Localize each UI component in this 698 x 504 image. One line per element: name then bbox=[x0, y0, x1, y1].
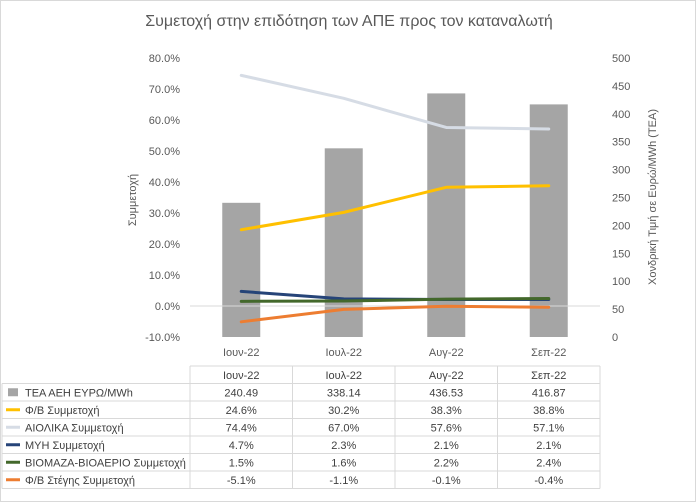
table-value-cell: 1.5% bbox=[229, 457, 254, 469]
x-tick-label: Ιουν-22 bbox=[223, 347, 260, 359]
y-right-tick-label: 200 bbox=[612, 220, 630, 232]
table-value-cell: -0.1% bbox=[432, 475, 461, 487]
table-header-cell: Σεπ-22 bbox=[531, 370, 566, 382]
y-left-tick-label: 60.0% bbox=[149, 115, 180, 127]
series-line bbox=[239, 304, 551, 324]
table-series-name: ΒΙΟΜΑΖΑ-ΒΙΟΑΕΡΙΟ Συμμετοχή bbox=[25, 457, 186, 469]
table-series-name: ΜΥΗ Συμμετοχή bbox=[25, 440, 105, 452]
table-series-name: ΤΕΑ ΑΕΗ ΕΥΡΩ/MWh bbox=[25, 387, 133, 399]
y-right-tick-label: 350 bbox=[612, 137, 630, 149]
series-line bbox=[239, 297, 551, 303]
y-left-tick-label: 40.0% bbox=[149, 177, 180, 189]
table-value-cell: 38.8% bbox=[533, 405, 564, 417]
series-line bbox=[239, 184, 551, 232]
table-series-name: Φ/Β Συμμετοχή bbox=[25, 405, 100, 417]
bar bbox=[529, 104, 568, 338]
table-value-cell: 338.14 bbox=[327, 387, 361, 399]
chart-title: Συμετοχή στην επιδότηση των ΑΠΕ προς τον… bbox=[145, 13, 553, 30]
table-value-cell: 240.49 bbox=[224, 387, 258, 399]
table-value-cell: -1.1% bbox=[329, 475, 358, 487]
table-series-name: Φ/Β Στέγης Συμμετοχή bbox=[25, 475, 135, 487]
bar bbox=[427, 93, 466, 337]
table-value-cell: -0.4% bbox=[534, 475, 563, 487]
x-tick-label: Σεπ-22 bbox=[531, 347, 566, 359]
plot-area: -10.0% 0.0% 10.0% 20.0% 30.0% 40.0% 50.0% 60.0%… bbox=[145, 53, 630, 359]
table-value-cell: 57.1% bbox=[533, 422, 564, 434]
y-left-tick-label: 10.0% bbox=[149, 270, 180, 282]
y-axis-left-title: Συμμετοχή bbox=[127, 174, 139, 226]
table-value-cell: 416.87 bbox=[532, 387, 566, 399]
table-header-cell: Ιουλ-22 bbox=[325, 370, 362, 382]
x-tick-label: Ιουλ-22 bbox=[325, 347, 362, 359]
y-right-tick-label: 250 bbox=[612, 193, 630, 205]
table-value-cell: 436.53 bbox=[429, 387, 463, 399]
table-value-cell: 2.2% bbox=[434, 457, 459, 469]
table-value-cell: 1.6% bbox=[331, 457, 356, 469]
y-right-tick-label: 300 bbox=[612, 165, 630, 177]
y-left-tick-label: 30.0% bbox=[149, 208, 180, 220]
table-value-cell: 38.3% bbox=[431, 405, 462, 417]
y-axis-right-title: Χονδρική Τιμή σε Ευρώ/MWh (ΤΕΑ) bbox=[647, 109, 659, 285]
table-value-cell: 2.1% bbox=[434, 440, 459, 452]
table-series-name: ΑΙΟΛΙΚΑ Συμμετοχή bbox=[25, 422, 124, 434]
data-table: Ιουν-22 Ιουλ-22 Αυγ-22 Σεπ-22 ΤΕΑ ΑΕΗ ΕΥΡΩ/M… bbox=[1, 365, 601, 489]
table-value-cell: 67.0% bbox=[328, 422, 359, 434]
table-value-cell: 2.1% bbox=[536, 440, 561, 452]
x-tick-label: Αυγ-22 bbox=[429, 347, 464, 359]
table-value-cell: 2.4% bbox=[536, 457, 561, 469]
legend-key-bar bbox=[8, 388, 18, 397]
bar bbox=[222, 202, 261, 337]
table-value-cell: -5.1% bbox=[227, 475, 256, 487]
y-right-tick-label: 50 bbox=[612, 304, 624, 316]
y-left-tick-label: 80.0% bbox=[149, 53, 180, 65]
y-right-tick-label: 500 bbox=[612, 53, 630, 65]
table-value-cell: 30.2% bbox=[328, 405, 359, 417]
series-line bbox=[239, 73, 551, 131]
y-right-tick-label: 400 bbox=[612, 109, 630, 121]
y-right-tick-label: 100 bbox=[612, 276, 630, 288]
table-value-cell: 24.6% bbox=[226, 405, 257, 417]
table-value-cell: 4.7% bbox=[229, 440, 254, 452]
table-value-cell: 74.4% bbox=[226, 422, 257, 434]
y-right-tick-label: 450 bbox=[612, 81, 630, 93]
table-header-cell: Αυγ-22 bbox=[429, 370, 464, 382]
y-right-tick-label: 0 bbox=[612, 332, 618, 344]
table-value-cell: 57.6% bbox=[431, 422, 462, 434]
y-left-tick-label: 0.0% bbox=[155, 301, 180, 313]
y-left-tick-label: 50.0% bbox=[149, 146, 180, 158]
table-value-cell: 2.3% bbox=[331, 440, 356, 452]
y-left-tick-label: -10.0% bbox=[145, 332, 180, 344]
y-left-tick-label: 20.0% bbox=[149, 239, 180, 251]
y-left-tick-label: 70.0% bbox=[149, 84, 180, 96]
table-header-cell: Ιουν-22 bbox=[223, 370, 260, 382]
y-right-tick-label: 150 bbox=[612, 248, 630, 260]
